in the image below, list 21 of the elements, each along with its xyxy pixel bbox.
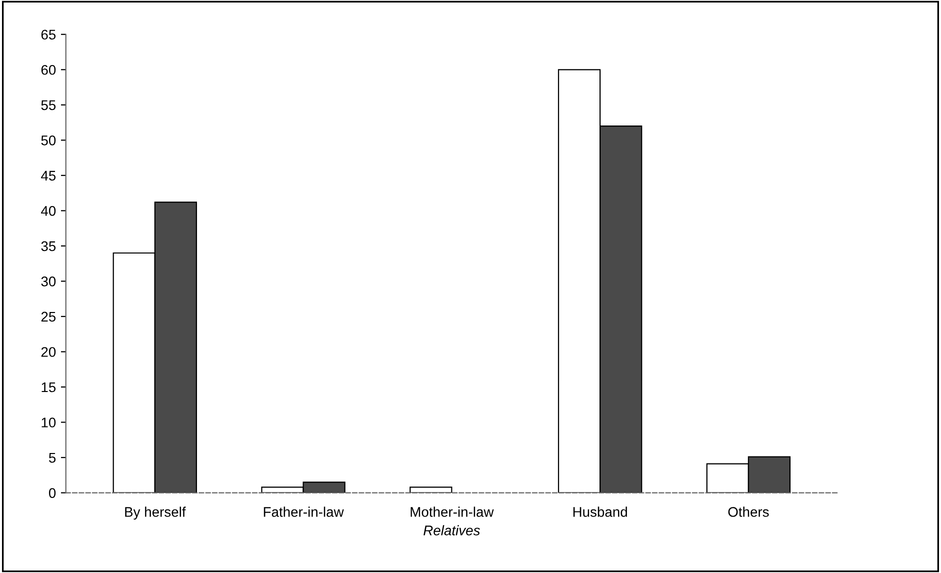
x-tick-label: Others bbox=[728, 506, 769, 517]
x-tick-label: Husband bbox=[573, 506, 627, 517]
y-tick-label: 5 bbox=[48, 452, 56, 463]
y-tick-label: 15 bbox=[42, 382, 56, 392]
bar bbox=[410, 486, 452, 493]
y-tick-label: 65 bbox=[41, 30, 56, 40]
x-tick-label: Father-in-law bbox=[264, 506, 344, 517]
y-tick-label: 60 bbox=[41, 64, 56, 75]
y-tick-label: 50 bbox=[41, 136, 56, 146]
y-tick-label: 30 bbox=[41, 276, 56, 286]
y-tick-label: 0 bbox=[48, 488, 56, 498]
y-tick-label: 45 bbox=[41, 170, 56, 181]
y-tick-label: 25 bbox=[41, 312, 56, 322]
y-tick-label: 55 bbox=[41, 100, 56, 110]
y-tick-label: 10 bbox=[42, 418, 56, 428]
x-tick-label: Mother-in-law bbox=[410, 506, 494, 517]
x-tick-label: By herself bbox=[125, 506, 186, 520]
x-axis-title: Relatives bbox=[424, 525, 480, 536]
y-tick-label: 40 bbox=[41, 206, 56, 216]
y-tick-label: 20 bbox=[41, 347, 56, 357]
y-tick-label: 35 bbox=[41, 241, 56, 252]
